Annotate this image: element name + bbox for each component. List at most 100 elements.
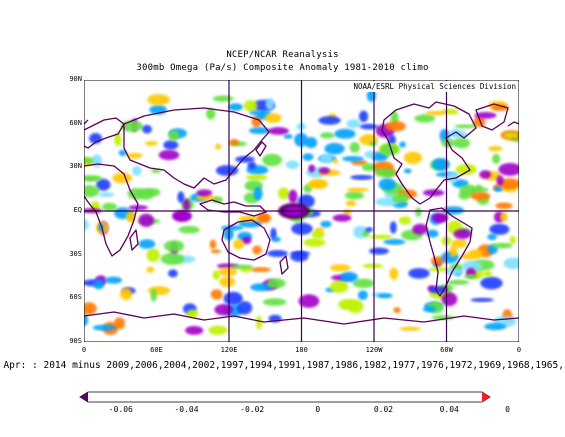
colorbar-low-arrow — [80, 392, 88, 402]
longitude-label: 0 — [81, 346, 87, 354]
anomaly-patch — [340, 271, 358, 283]
anomaly-patch — [346, 187, 369, 193]
anomaly-patch — [84, 219, 89, 231]
anomaly-patch — [158, 149, 180, 161]
anomaly-patch — [493, 186, 504, 192]
anomaly-patch — [186, 309, 199, 318]
coastline-north-america — [381, 101, 477, 205]
anomaly-patch — [454, 124, 478, 129]
anomaly-patch — [389, 267, 399, 280]
anomaly-patch — [489, 223, 510, 235]
longitude-label: 120W — [365, 346, 383, 354]
anomaly-patch — [229, 138, 239, 146]
anomaly-patch — [338, 298, 358, 310]
anomaly-patch — [249, 127, 271, 135]
longitude-label: 60W — [440, 346, 453, 354]
anomaly-patch — [308, 164, 315, 173]
anomaly-patch — [488, 145, 503, 152]
anomaly-patch — [252, 245, 262, 255]
anomaly-patch — [255, 315, 263, 330]
anomaly-patch — [288, 189, 298, 204]
anomaly-patch — [342, 156, 364, 162]
anomaly-patch — [245, 174, 268, 181]
anomaly-patch — [215, 165, 239, 176]
anomaly-patch — [84, 302, 97, 315]
anomaly-patch — [218, 267, 238, 277]
anomaly-patch — [461, 260, 482, 272]
colorbar: -0.06 -0.04 -0.02 0 0.02 0.04 0.06 — [60, 388, 525, 418]
anomaly-patch — [453, 137, 471, 149]
anomaly-patch — [380, 143, 399, 156]
anomaly-patch — [329, 264, 351, 272]
chart-title: NCEP/NCAR Reanalysis — [226, 50, 339, 60]
colorbar-tick-label: 0.06 — [505, 405, 510, 414]
anomaly-patch — [126, 152, 143, 159]
anomaly-patch — [496, 175, 504, 186]
anomaly-patch — [426, 229, 439, 238]
anomaly-patch — [138, 239, 156, 249]
anomaly-patch — [214, 304, 234, 316]
anomaly-patch — [350, 174, 374, 180]
map-canvas: NOAA/ESRL Physical Sciences Division — [84, 80, 519, 342]
anomaly-patch — [369, 141, 377, 146]
anomaly-patch — [241, 236, 252, 245]
anomaly-patch — [447, 279, 470, 285]
anomaly-patch — [215, 143, 222, 150]
anomaly-patch — [377, 293, 393, 299]
latitude-label: 90N — [69, 75, 82, 83]
coastline-indonesia — [199, 199, 267, 217]
anomaly-patch — [399, 141, 406, 148]
anomaly-patch — [84, 314, 89, 326]
anomaly-patch — [369, 234, 393, 240]
anomaly-patch — [84, 176, 101, 182]
anomaly-patch — [219, 276, 236, 288]
anomaly-patch — [495, 202, 513, 210]
anomaly-patch — [146, 266, 155, 273]
anomaly-patch — [247, 161, 256, 170]
anomaly-patch — [484, 323, 507, 331]
anomaly-patch — [84, 157, 94, 164]
anomaly-patch — [345, 200, 357, 207]
anomaly-patch — [160, 252, 185, 265]
anomaly-patch — [498, 163, 519, 176]
anomaly-patch — [303, 238, 326, 247]
anomaly-patch — [92, 324, 117, 331]
anomaly-patch — [332, 214, 352, 222]
colorbar-tick-label: -0.06 — [109, 405, 133, 414]
anomaly-patch — [125, 211, 136, 223]
anomaly-patch — [120, 287, 133, 301]
anomaly-patch — [320, 220, 332, 228]
chart-subtitle: 300mb Omega (Pa/s) Composite Anomaly 198… — [136, 63, 429, 73]
anomaly-patch — [185, 325, 204, 335]
coastline-australia — [221, 219, 271, 261]
anomaly-patch — [361, 163, 376, 172]
anomaly-patch — [318, 167, 330, 175]
anomaly-patch — [344, 191, 364, 200]
anomaly-patch — [403, 151, 423, 164]
anomaly-patch — [268, 127, 289, 135]
coastline-madagascar — [129, 229, 139, 251]
longitude-label: 180 — [295, 346, 308, 354]
anomaly-patch — [285, 160, 300, 170]
anomaly-patch — [393, 307, 401, 314]
anomaly-patch — [142, 124, 152, 134]
anomaly-patch — [346, 119, 361, 129]
anomaly-patch — [265, 98, 275, 110]
anomaly-patch — [362, 263, 384, 269]
grid-lines — [84, 80, 519, 342]
anomaly-patch — [492, 242, 513, 249]
anomaly-patch — [168, 130, 180, 141]
anomaly-patch — [127, 188, 145, 200]
colorbar-tick-label: 0.04 — [440, 405, 459, 414]
anomaly-patch — [398, 216, 412, 225]
anomaly-patch — [463, 274, 479, 279]
anomaly-patch — [212, 270, 221, 281]
anomaly-patch — [408, 268, 430, 279]
coastlines — [84, 101, 519, 325]
longitude-label: 60E — [150, 346, 163, 354]
anomaly-patch — [112, 172, 133, 184]
anomaly-patch — [352, 278, 375, 288]
anomaly-patch — [329, 280, 349, 294]
anomaly-patch — [479, 170, 492, 179]
anomaly-patch — [365, 227, 373, 233]
